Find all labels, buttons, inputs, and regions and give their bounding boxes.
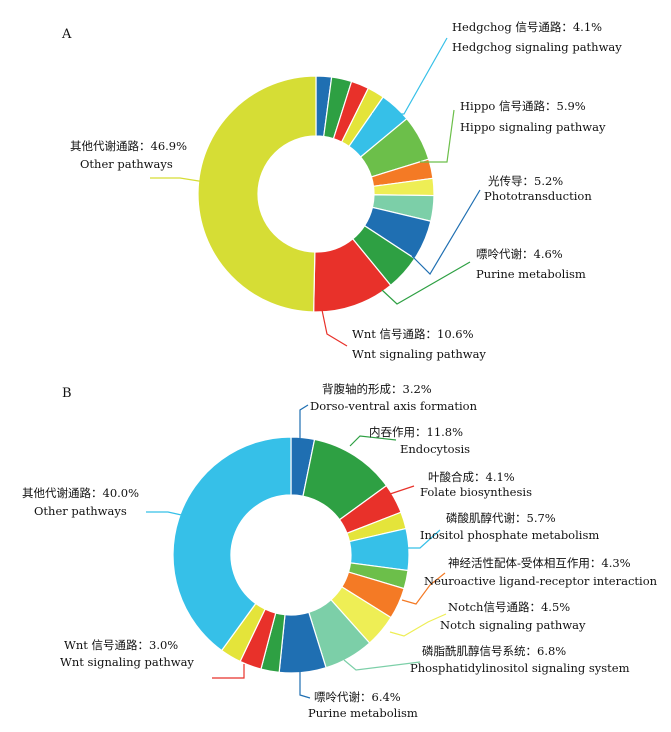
leader-b-notch [389,613,447,637]
label-b-neuro-en: Neuroactive ligand-receptor interaction [424,574,658,588]
leader-b-purine [299,672,311,699]
leader-b-folate [371,485,415,501]
label-b-inositol-en: Inositol phosphate metabolism [420,528,599,542]
donut-a-slice-13 [197,75,317,313]
label-b-inositol-zh: 磷酸肌醇代谢：5.7% [446,511,556,525]
label-a-purine-zh: 嘌呤代谢：4.6% [476,247,563,261]
label-a-other-zh: 其他代谢通路：46.9% [70,139,187,153]
donut-a [197,75,435,313]
label-a-other-en: Other pathways [80,157,173,171]
leader-b-neuro [401,572,446,605]
label-b-wnt-en: Wnt signaling pathway [60,655,194,669]
label-b-phos-zh: 磷脂酰肌醇信号系统：6.8% [422,644,566,658]
leader-a-purine [381,261,471,305]
leader-b-dorso [299,404,309,438]
label-a-hippo-zh: Hippo 信号通路：5.9% [460,99,586,113]
label-b-folate-en: Folate biosynthesis [420,485,532,499]
leader-b-inositol [406,529,441,549]
leader-b-wnt [212,664,245,679]
label-a-purine-en: Purine metabolism [476,267,586,281]
label-b-neuro-zh: 神经活性配体-受体相互作用：4.3% [448,556,631,570]
panel-b: B 背腹轴的形成：3.2% Dorso-ventral axis formati… [22,382,658,720]
label-b-dorso-zh: 背腹轴的形成：3.2% [322,382,432,396]
leader-b-phos [343,659,421,671]
leader-a-photo [411,189,481,275]
leader-b-endo [349,435,397,447]
label-b-folate-zh: 叶酸合成：4.1% [428,470,515,484]
leader-a-hippo [420,109,455,163]
panel-a-letter: A [61,27,72,42]
panel-a: A Hedgchog 信号通路：4.1% Hedgchog signaling … [61,20,622,361]
label-a-photo-en: Phototransduction [484,189,592,203]
label-a-photo-zh: 光传导：5.2% [488,174,563,188]
label-b-endo-zh: 内吞作用：11.8% [369,425,463,439]
donut-b [172,436,410,674]
label-b-dorso-en: Dorso-ventral axis formation [310,399,478,413]
label-b-notch-zh: Notch信号通路：4.5% [448,600,570,614]
leader-b-other [146,511,187,517]
label-a-wnt-zh: Wnt 信号通路：10.6% [352,327,474,341]
label-b-wnt-zh: Wnt 信号通路：3.0% [64,638,178,652]
label-a-hippo-en: Hippo signaling pathway [460,120,606,134]
label-b-purine-en: Purine metabolism [308,706,418,720]
leader-a-hedgehog [372,37,448,115]
label-b-purine-zh: 嘌呤代谢：6.4% [314,690,401,704]
label-b-phos-en: Phosphatidylinositol signaling system [410,661,630,675]
leader-a-other [150,177,206,183]
donut-b-slice-14 [172,436,292,652]
label-a-hedgehog-en: Hedgchog signaling pathway [452,40,622,54]
label-b-other-en: Other pathways [34,504,127,518]
label-b-endo-en: Endocytosis [400,442,470,456]
label-a-wnt-en: Wnt signaling pathway [352,347,486,361]
panel-b-letter: B [62,386,72,401]
label-b-other-zh: 其他代谢通路：40.0% [22,486,139,500]
label-a-hedgehog-zh: Hedgchog 信号通路：4.1% [452,20,602,34]
label-b-notch-en: Notch signaling pathway [440,618,586,632]
leader-a-wnt [321,309,348,347]
